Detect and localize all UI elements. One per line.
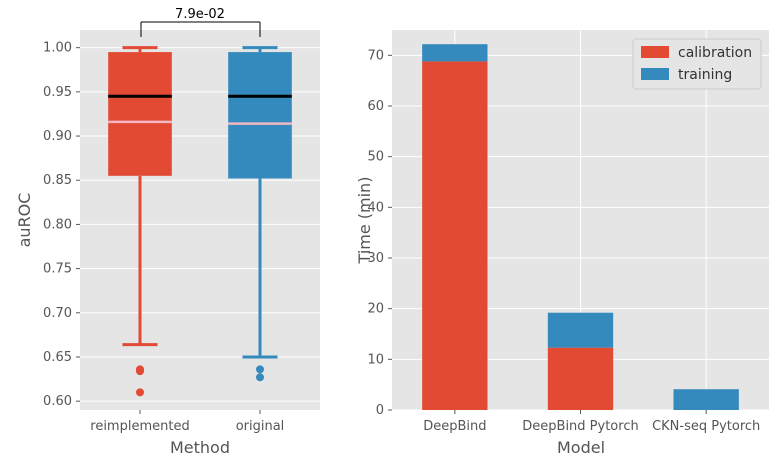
box-reimplemented bbox=[108, 46, 172, 397]
bar-y-tick-label: 40 bbox=[367, 200, 384, 215]
bar-y-tick-label: 30 bbox=[367, 251, 384, 266]
boxplot-x-tick-labels: reimplemented original bbox=[90, 410, 284, 434]
boxplot-x-tick-label: original bbox=[236, 419, 285, 434]
legend-swatch-calibration bbox=[641, 46, 669, 58]
box-body bbox=[228, 52, 292, 179]
significance-bracket: 7.9e-02 bbox=[140, 7, 261, 37]
bar-segment-training bbox=[673, 389, 739, 410]
boxplot-y-tick-label: 0.70 bbox=[43, 306, 72, 321]
boxplot-y-tick-label: 0.80 bbox=[43, 217, 72, 232]
boxplot-y-tick-label: 0.75 bbox=[43, 262, 72, 277]
bar-y-tick-label: 60 bbox=[367, 99, 384, 114]
boxplot-y-tick-label: 0.65 bbox=[43, 350, 72, 365]
legend-label-calibration: calibration bbox=[678, 45, 752, 61]
bar-y-tick-label: 70 bbox=[367, 48, 384, 63]
boxplot-x-tick-label: reimplemented bbox=[90, 419, 189, 434]
bar-segments bbox=[422, 44, 739, 411]
bar-x-tick-label: CKN-seq Pytorch bbox=[652, 419, 760, 434]
bar-segment-training bbox=[422, 44, 488, 62]
bar-segment-calibration bbox=[547, 347, 614, 410]
box-body bbox=[108, 52, 172, 176]
outlier-point bbox=[256, 365, 264, 374]
boxplot-y-tick-label: 0.90 bbox=[43, 129, 72, 144]
outlier-point bbox=[256, 373, 264, 382]
bar-x-tick-label: DeepBind Pytorch bbox=[522, 419, 638, 434]
bar-y-tick-labels: 0 10 20 30 40 50 60 70 bbox=[367, 48, 392, 418]
bar-x-axis-label: Model bbox=[557, 438, 605, 457]
bar-segment-training bbox=[547, 312, 614, 348]
p-value-annotation: 7.9e-02 bbox=[175, 7, 225, 22]
outlier-point bbox=[136, 367, 144, 376]
boxplot-x-axis-label: Method bbox=[170, 438, 230, 457]
legend-swatch-training bbox=[641, 68, 669, 80]
boxplot-y-tick-label: 0.85 bbox=[43, 173, 72, 188]
outlier-point bbox=[136, 388, 144, 397]
boxplot-y-tick-label: 1.00 bbox=[43, 41, 72, 56]
bar-y-axis-label: Time (min) bbox=[355, 177, 374, 265]
bar-y-tick-label: 10 bbox=[367, 352, 384, 367]
bar-y-tick-label: 0 bbox=[376, 403, 384, 418]
boxplot-boxes bbox=[108, 46, 292, 397]
bar-segment-calibration bbox=[422, 61, 488, 411]
boxplot-y-axis-label: auROC bbox=[15, 193, 34, 248]
boxplot-chart: 0.60 0.65 0.70 0.75 0.80 0.85 0.90 0.95 1.00 rei… bbox=[15, 7, 320, 457]
boxplot-y-tick-label: 0.60 bbox=[43, 394, 72, 409]
bar-y-tick-label: 20 bbox=[367, 302, 384, 317]
bar-y-tick-label: 50 bbox=[367, 150, 384, 165]
bar-x-tick-label: DeepBind bbox=[423, 419, 486, 434]
legend: calibration training bbox=[632, 38, 762, 90]
box-original bbox=[228, 46, 292, 382]
boxplot-y-tick-label: 0.95 bbox=[43, 85, 72, 100]
boxplot-y-tick-labels: 0.60 0.65 0.70 0.75 0.80 0.85 0.90 0.95 1.00 bbox=[43, 41, 80, 409]
legend-label-training: training bbox=[678, 67, 732, 83]
bar-x-tick-labels: DeepBind DeepBind Pytorch CKN-seq Pytorch bbox=[423, 410, 760, 434]
time-bar-chart: 0 10 20 30 40 50 60 70 DeepBind DeepBind Pytorch… bbox=[355, 30, 769, 457]
